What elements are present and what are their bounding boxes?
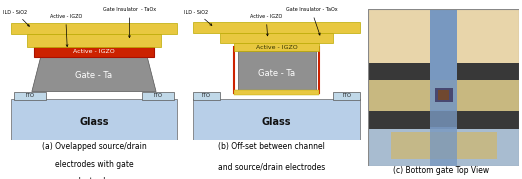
Text: ITO: ITO	[202, 93, 211, 98]
Bar	[368, 129, 519, 166]
Bar	[435, 88, 453, 102]
Text: electrodes with gate: electrodes with gate	[55, 160, 133, 169]
Text: Gate - Ta: Gate - Ta	[75, 71, 113, 80]
Bar	[430, 127, 457, 166]
Text: Active - IGZO: Active - IGZO	[250, 14, 282, 36]
Text: and source/drain electrodes: and source/drain electrodes	[218, 163, 325, 172]
Bar	[430, 9, 457, 80]
Bar	[14, 91, 46, 100]
Bar	[27, 34, 161, 47]
Bar	[368, 62, 519, 80]
Text: (b) Off-set between channel: (b) Off-set between channel	[218, 142, 325, 151]
Text: (c) Bottom gate Top View: (c) Bottom gate Top View	[393, 166, 489, 175]
Text: ITO: ITO	[153, 93, 162, 98]
Bar	[220, 33, 334, 43]
Bar	[234, 47, 319, 93]
Bar	[334, 91, 360, 100]
Text: electrode.: electrode.	[75, 177, 113, 179]
Text: Active - IGZO: Active - IGZO	[256, 45, 298, 50]
Bar	[430, 110, 457, 129]
Text: Glass: Glass	[262, 117, 291, 127]
Bar	[368, 80, 519, 111]
Bar	[390, 132, 496, 159]
Bar	[193, 99, 360, 140]
Text: (a) Ovelapped source/drain: (a) Ovelapped source/drain	[42, 142, 146, 151]
Bar	[234, 90, 319, 95]
Polygon shape	[32, 57, 156, 91]
Bar	[10, 23, 177, 34]
Text: Active - IGZO: Active - IGZO	[73, 49, 115, 54]
Text: Active - IGZO: Active - IGZO	[50, 14, 82, 47]
Bar	[430, 77, 457, 111]
Text: ILD - SiO2: ILD - SiO2	[4, 10, 29, 26]
Bar	[193, 91, 220, 100]
Text: Gate Insulator  - TaOx: Gate Insulator - TaOx	[103, 7, 156, 38]
Bar	[368, 9, 519, 64]
Bar	[238, 51, 316, 91]
Text: Gate - Ta: Gate - Ta	[258, 69, 295, 78]
Bar	[193, 22, 360, 33]
Bar	[33, 47, 155, 57]
Text: Gate Insulator - TaOx: Gate Insulator - TaOx	[286, 7, 337, 35]
Text: ITO: ITO	[342, 93, 351, 98]
Bar	[142, 91, 174, 100]
Bar	[10, 99, 177, 140]
Bar	[368, 111, 519, 129]
Text: ILD - SiO2: ILD - SiO2	[184, 10, 212, 25]
Text: Glass: Glass	[79, 117, 109, 127]
Bar	[234, 43, 319, 51]
Text: ITO: ITO	[26, 93, 34, 98]
Bar	[438, 90, 449, 100]
